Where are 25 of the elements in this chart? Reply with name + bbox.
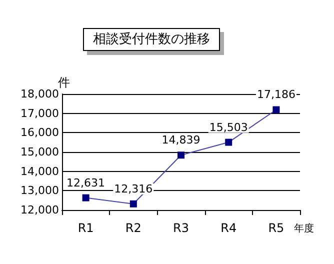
y-tick-label: 17,000: [20, 106, 59, 120]
x-tick-label: R1: [78, 221, 94, 235]
data-label: 17,186: [256, 88, 296, 102]
y-tick-label: 14,000: [20, 164, 59, 178]
point: [272, 106, 280, 114]
data-label: 15,503: [209, 120, 248, 134]
chart-title: 相談受付件数の推移: [93, 32, 210, 47]
x-tick-label: R2: [125, 221, 142, 235]
data-label: 12,316: [114, 182, 153, 196]
x-tick-label: R4: [220, 221, 237, 235]
y-tick-label: 12,000: [20, 204, 59, 216]
y-tick-label: 15,000: [20, 146, 59, 158]
point: [130, 200, 137, 208]
y-axis-title: 件: [58, 76, 70, 90]
x-axis-title: 年度: [294, 222, 314, 234]
x-tick-label: R5: [268, 221, 284, 235]
y-tick-label: 18,000: [20, 88, 59, 100]
data-label: 14,839: [162, 134, 200, 147]
point: [82, 194, 90, 202]
y-tick-label: 13,000: [20, 184, 59, 198]
x-tick-label: R3: [173, 221, 189, 235]
point: [178, 152, 184, 159]
point: [225, 138, 232, 146]
data-label: 12,631: [66, 176, 106, 190]
y-tick-label: 16,000: [20, 126, 59, 140]
